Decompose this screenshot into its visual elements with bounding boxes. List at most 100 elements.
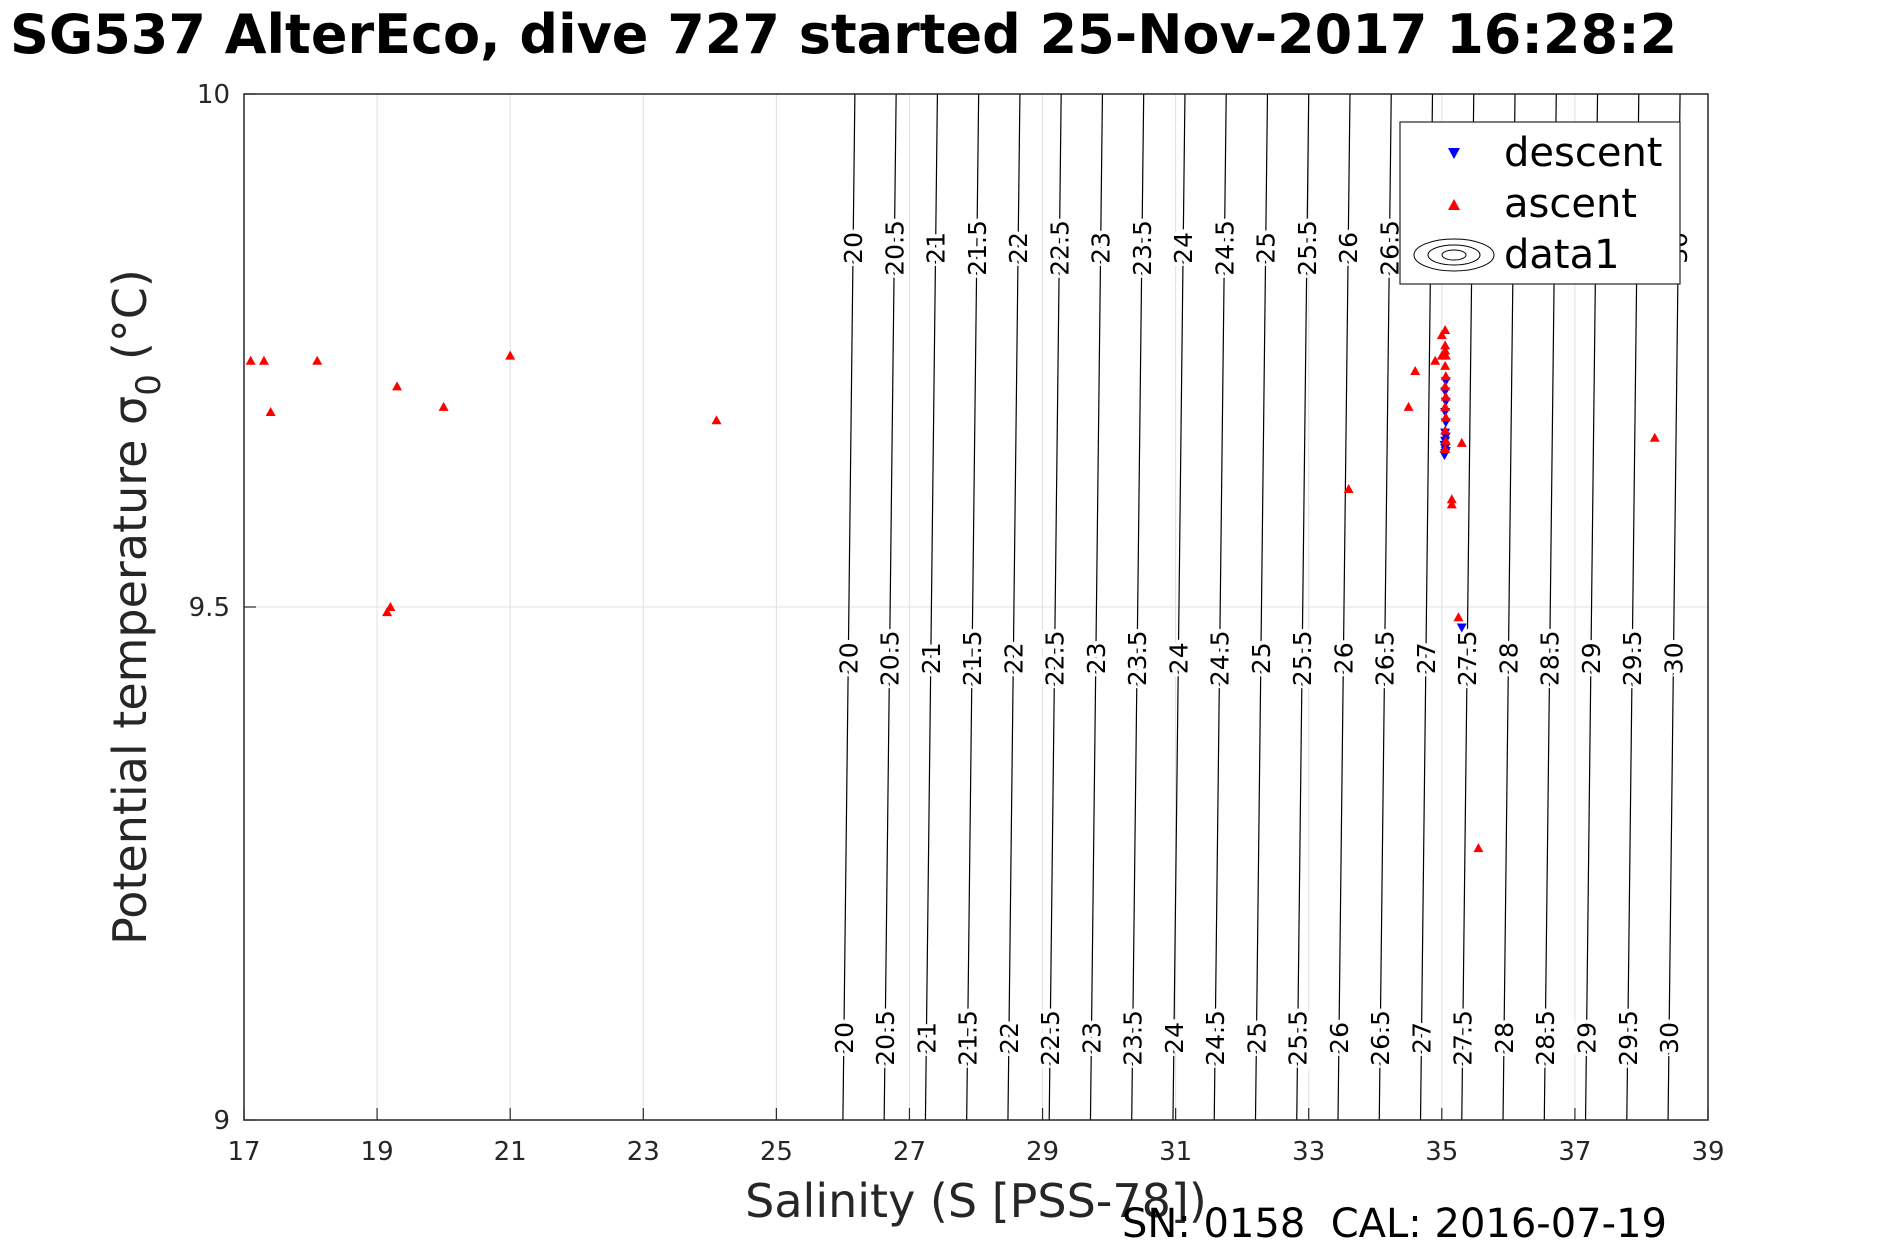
x-tick-label: 21: [494, 1137, 527, 1167]
x-tick-label: 39: [1691, 1137, 1724, 1167]
contour-line: [1089, 93, 1104, 1121]
density-contour: 23.5 23.5 23.5: [1115, 93, 1161, 1121]
contour-line: [842, 93, 856, 1121]
contour-line: [883, 93, 897, 1121]
contour-label: 25.5: [1293, 220, 1322, 276]
contour-label: 23: [1077, 1022, 1106, 1054]
ascent-marker: [1440, 443, 1451, 453]
contour-line: [1172, 93, 1186, 1121]
legend-contour-icon: [1413, 238, 1495, 272]
ascent-marker: [1440, 412, 1451, 422]
ascent-marker: [1440, 425, 1451, 435]
density-contours: 20202020.520.520.521212121.521.521.52222…: [826, 93, 1697, 1121]
contour-label: 25: [1247, 642, 1276, 674]
ascent-marker: [1440, 324, 1451, 334]
contour-label: 29.5: [1614, 1010, 1643, 1066]
ascent-marker: [312, 355, 323, 365]
ascent-marker: [1456, 437, 1467, 447]
ascent-marker: [392, 381, 403, 391]
contour-label: 21.5: [958, 630, 987, 686]
contour-label: 21.5: [963, 220, 992, 276]
density-contour: 21 21 21: [908, 93, 955, 1121]
contour-label: 23.5: [1119, 1010, 1148, 1066]
contour-label: 23: [1082, 642, 1111, 674]
contour-label: 26: [1334, 232, 1363, 264]
contour-label: 23.5: [1123, 630, 1152, 686]
ascent-marker: [1436, 330, 1447, 340]
ascent-marker: [1430, 355, 1441, 365]
ascent-marker: [505, 350, 516, 360]
x-tick-label: 33: [1292, 1137, 1325, 1167]
contour-label: 29.5: [1618, 630, 1647, 686]
serial-calibration-note: SN: 0158 CAL: 2016-07-19: [1122, 1201, 1667, 1247]
contour-line: [1378, 93, 1392, 1121]
ascent-marker: [385, 602, 396, 611]
contour-label: 26.5: [1371, 630, 1400, 686]
ascent-marker: [1453, 612, 1464, 622]
contour-label: 22: [999, 642, 1028, 674]
density-contour: 22.5 22.5 22.5: [1032, 93, 1078, 1121]
ascent-marker: [265, 407, 276, 417]
legend-data1-label: data1: [1504, 232, 1620, 278]
y-axis-label-unit: (°C): [103, 269, 157, 360]
legend-box: [1399, 121, 1681, 285]
ascent-marker: [1440, 350, 1451, 360]
legend: descent ascent data1: [1399, 121, 1681, 285]
contour-label: 30: [1655, 1022, 1684, 1054]
x-axis-ticks: 17 19 21 23 25 27 29 31 33 35 37 39: [227, 1108, 1725, 1167]
ascent-marker: [258, 355, 269, 365]
contour-label: 27.5: [1449, 1010, 1478, 1066]
contour-label: 30: [1659, 642, 1688, 674]
ascent-marker: [1440, 391, 1451, 401]
contour-label: 27: [1412, 642, 1441, 674]
contour-label: 26: [1329, 642, 1358, 674]
contour-label: 20.5: [871, 1010, 900, 1066]
contour-label: 27.5: [1453, 630, 1482, 686]
x-tick-label: 29: [1026, 1137, 1059, 1167]
contour-label: 24: [1169, 232, 1198, 264]
ascent-marker: [1410, 366, 1421, 376]
x-tick-label: 35: [1425, 1137, 1458, 1167]
contour-label: 22.5: [1045, 220, 1074, 276]
contour-label: 25: [1252, 232, 1281, 264]
ascent-marker: [438, 401, 449, 411]
ascent-marker: [1446, 494, 1457, 504]
x-tick-label: 27: [893, 1137, 926, 1167]
legend-descent-icon: [1448, 148, 1460, 159]
contour-label: 22: [1004, 232, 1033, 264]
contour-line: [966, 93, 980, 1121]
ascent-marker: [1440, 345, 1451, 355]
contour-line: [1048, 93, 1062, 1121]
contour-line: [1213, 93, 1227, 1121]
legend-ascent-label: ascent: [1504, 181, 1637, 227]
contour-line: [1254, 93, 1269, 1121]
contour-line: [1131, 93, 1145, 1121]
contour-label: 24.5: [1206, 630, 1235, 686]
contour-label: 29: [1577, 642, 1606, 674]
contour-label: 22.5: [1036, 1010, 1065, 1066]
y-tick-label: 10: [197, 80, 230, 110]
contour-label: 20: [839, 232, 868, 264]
x-tick-label: 25: [760, 1137, 793, 1167]
x-tick-label: 31: [1159, 1137, 1192, 1167]
contour-label: 24: [1160, 1022, 1189, 1054]
x-tick-label: 19: [361, 1137, 394, 1167]
ascent-marker: [1440, 401, 1451, 411]
y-axis-label: Potential temperature σ0 (°C): [103, 269, 169, 945]
contour-label: 24: [1164, 642, 1193, 674]
x-axis-label: Salinity (S [PSS-78]): [745, 1174, 1207, 1228]
x-tick-label: 23: [627, 1137, 660, 1167]
contour-label: 20.5: [880, 220, 909, 276]
contour-label: 20: [834, 642, 863, 674]
x-tick-label: 37: [1558, 1137, 1591, 1167]
y-axis-label-main: Potential temperature σ: [103, 396, 157, 945]
ascent-marker: [1343, 484, 1354, 494]
contour-label: 22: [995, 1022, 1024, 1054]
x-tick-label: 17: [227, 1137, 260, 1167]
density-contour: 25 25 25: [1238, 93, 1285, 1121]
contour-label: 20: [830, 1022, 859, 1054]
ascent-marker: [1649, 432, 1660, 442]
y-tick-label: 9: [213, 1106, 230, 1136]
ascent-marker: [1440, 435, 1451, 445]
contour-label: 24.5: [1210, 220, 1239, 276]
